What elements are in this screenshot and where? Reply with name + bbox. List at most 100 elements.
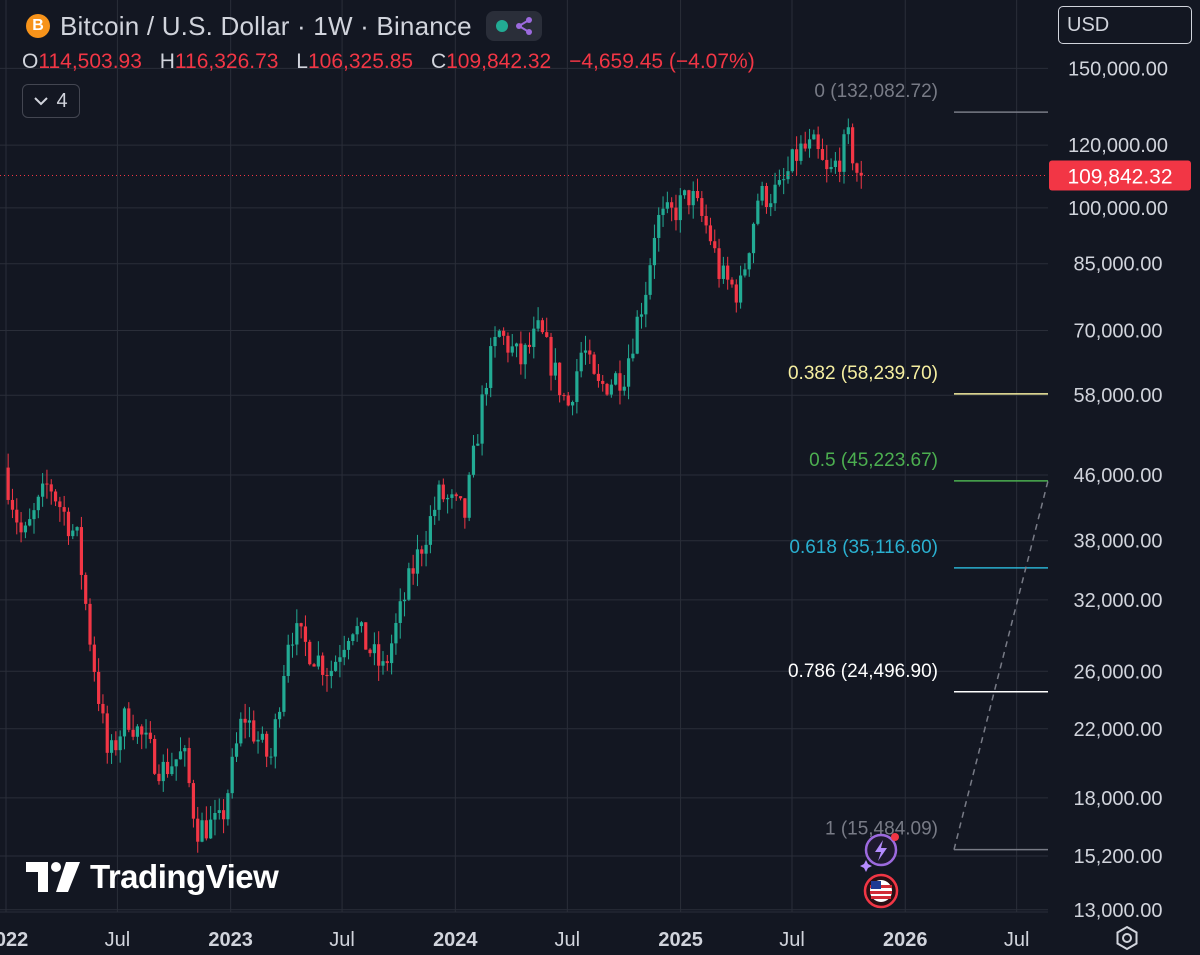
candle-body bbox=[381, 661, 385, 666]
candle-body bbox=[200, 820, 204, 842]
candle-body bbox=[786, 171, 790, 180]
candle-body bbox=[221, 810, 226, 820]
candle-body bbox=[62, 507, 66, 512]
y-tick-label: 120,000.00 bbox=[1068, 135, 1168, 157]
candle-body bbox=[713, 241, 717, 249]
x-tick-label: Jul bbox=[555, 929, 581, 951]
symbol-title[interactable]: Bitcoin / U.S. Dollar · 1W · Binance bbox=[60, 10, 472, 41]
candle-body bbox=[579, 352, 583, 372]
candle-body bbox=[131, 729, 135, 737]
candle-body bbox=[295, 623, 299, 645]
candle-body bbox=[549, 336, 553, 376]
candle-body bbox=[463, 498, 467, 518]
candle-body bbox=[58, 501, 62, 508]
candle-body bbox=[514, 343, 519, 347]
x-tick-label: Jul bbox=[1004, 929, 1030, 951]
last-price-label: 109,842.32 bbox=[1067, 166, 1172, 189]
fib-trend-line bbox=[953, 480, 1049, 850]
x-tick-label: Jul bbox=[329, 929, 355, 951]
candle-body bbox=[411, 568, 415, 574]
indicator-count: 4 bbox=[56, 89, 68, 112]
tradingview-logo-icon bbox=[26, 862, 80, 892]
status-pill[interactable] bbox=[485, 11, 542, 41]
y-tick-label: 18,000.00 bbox=[1074, 788, 1163, 810]
candle-body bbox=[191, 783, 196, 819]
candle-body bbox=[820, 149, 825, 160]
candle-body bbox=[812, 134, 816, 140]
fib-level-label: 0.382 (58,239.70) bbox=[788, 363, 938, 384]
candle-body bbox=[114, 740, 118, 751]
candle-body bbox=[75, 527, 79, 531]
candle-body bbox=[661, 208, 665, 215]
candle-body bbox=[480, 394, 484, 444]
candle-body bbox=[799, 143, 803, 161]
y-tick-label: 13,000.00 bbox=[1074, 900, 1163, 922]
candle-body bbox=[738, 275, 743, 303]
candle-body bbox=[415, 549, 420, 574]
candle-body bbox=[385, 661, 389, 664]
candle-body bbox=[575, 371, 579, 402]
candle-body bbox=[527, 344, 532, 347]
candle-body bbox=[644, 294, 648, 315]
candle-body bbox=[187, 748, 191, 784]
candle-body bbox=[570, 401, 575, 406]
candle-body bbox=[829, 167, 833, 170]
candle-body bbox=[355, 626, 359, 635]
candle-body bbox=[239, 718, 243, 744]
candle-body bbox=[484, 387, 488, 395]
candle-body bbox=[312, 664, 316, 667]
candle-body bbox=[41, 483, 45, 497]
x-tick-label: 2026 bbox=[883, 929, 928, 951]
candle-body bbox=[536, 320, 540, 329]
candle-body bbox=[639, 314, 644, 317]
candle-body bbox=[631, 353, 635, 359]
fib-level-label: 0.618 (35,116.60) bbox=[789, 537, 938, 558]
candle-body bbox=[695, 191, 700, 199]
event-markers[interactable] bbox=[856, 830, 906, 912]
candle-body bbox=[316, 655, 320, 667]
candle-body bbox=[290, 644, 295, 646]
candle-body bbox=[256, 739, 260, 742]
chevron-down-icon bbox=[34, 97, 49, 106]
candle-body bbox=[196, 818, 200, 842]
candle-body bbox=[652, 237, 657, 266]
y-tick-label: 150,000.00 bbox=[1068, 58, 1168, 80]
candle-body bbox=[127, 708, 131, 730]
currency-select[interactable]: USD bbox=[1058, 6, 1192, 44]
candle-body bbox=[721, 265, 725, 279]
open-value: 114,503.93 bbox=[38, 50, 142, 73]
y-tick-label: 70,000.00 bbox=[1074, 321, 1163, 343]
candle-body bbox=[441, 484, 445, 500]
candle-body bbox=[670, 202, 674, 208]
candle-body bbox=[342, 649, 346, 658]
candle-body bbox=[476, 443, 480, 446]
candle-body bbox=[71, 530, 75, 537]
candle-body bbox=[833, 160, 837, 168]
gear-icon[interactable] bbox=[1113, 924, 1141, 952]
indicators-toggle-button[interactable]: 4 bbox=[22, 84, 80, 118]
candle-body bbox=[583, 350, 588, 353]
fib-level-label: 1 (15,484.09) bbox=[825, 819, 938, 840]
candle-body bbox=[420, 549, 424, 554]
y-tick-label: 46,000.00 bbox=[1074, 465, 1163, 487]
candle-body bbox=[109, 740, 114, 753]
price-axis: 150,000.00 120,000.00 100,000.00 85,000.00 7… bbox=[1049, 58, 1191, 922]
candle-body bbox=[454, 494, 458, 497]
y-tick-label: 100,000.00 bbox=[1068, 198, 1168, 220]
candle-body bbox=[601, 380, 605, 384]
candle-body bbox=[79, 527, 83, 575]
market-open-icon bbox=[495, 20, 508, 32]
candle-body bbox=[790, 149, 794, 172]
candle-body bbox=[153, 738, 157, 774]
candle-body bbox=[743, 269, 747, 276]
close-value: 109,842.32 bbox=[446, 50, 552, 73]
candle-body bbox=[265, 733, 269, 757]
candle-body bbox=[28, 519, 32, 526]
candle-body bbox=[592, 354, 596, 374]
y-tick-label: 22,000.00 bbox=[1074, 719, 1163, 741]
candle-body bbox=[226, 793, 230, 820]
candle-body bbox=[777, 180, 781, 185]
